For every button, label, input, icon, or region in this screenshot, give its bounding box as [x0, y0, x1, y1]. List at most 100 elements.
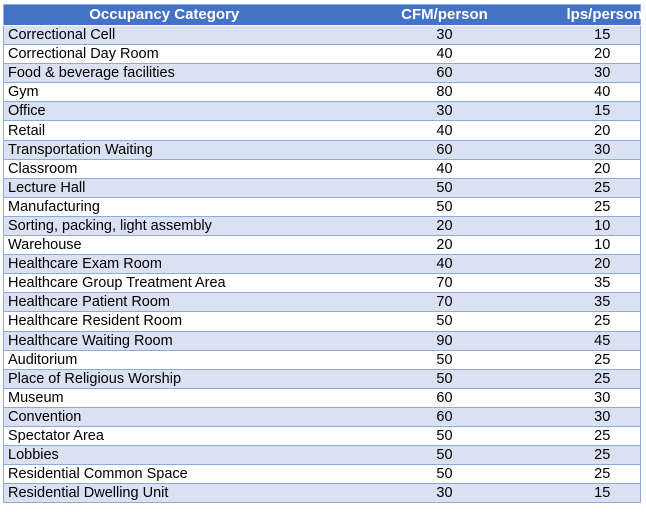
cell-cfm-per-person: 50 [324, 425, 565, 447]
cell-cfm-per-person: 90 [324, 330, 565, 351]
cell-cfm-per-person: 70 [324, 273, 565, 294]
cell-occupancy-category: Transportation Waiting [3, 139, 325, 160]
cell-occupancy-category: Residential Common Space [3, 464, 325, 485]
occupancy-ventilation-table: Occupancy Category CFM/person lps/person… [3, 4, 642, 504]
table-row: Residential Common Space 50 25 [3, 464, 641, 485]
cell-lps-per-person: 25 [564, 349, 641, 370]
table-row: Healthcare Waiting Room 90 45 [3, 330, 641, 351]
cell-cfm-per-person: 30 [324, 483, 565, 504]
cell-occupancy-category: Correctional Day Room [3, 44, 325, 65]
cell-cfm-per-person: 60 [324, 63, 565, 84]
table-row: Office 30 15 [3, 101, 641, 122]
cell-occupancy-category: Warehouse [3, 235, 325, 256]
cell-lps-per-person: 25 [564, 177, 641, 198]
table-row: Lobbies 50 25 [3, 445, 641, 466]
cell-occupancy-category: Lecture Hall [3, 177, 325, 198]
cell-occupancy-category: Lobbies [3, 445, 325, 466]
cell-occupancy-category: Place of Religious Worship [3, 368, 325, 389]
table-row: Manufacturing 50 25 [3, 196, 641, 217]
cell-cfm-per-person: 60 [324, 139, 565, 160]
table-row: Convention 60 30 [3, 406, 641, 427]
cell-lps-per-person: 30 [564, 139, 641, 160]
table-row: Place of Religious Worship 50 25 [3, 368, 641, 389]
table-row: Transportation Waiting 60 30 [3, 139, 641, 160]
table-row: Sorting, packing, light assembly 20 10 [3, 215, 641, 237]
cell-lps-per-person: 20 [564, 120, 641, 141]
cell-occupancy-category: Healthcare Exam Room [3, 254, 325, 275]
table-row: Correctional Day Room 40 20 [3, 44, 641, 65]
cell-cfm-per-person: 40 [324, 120, 565, 141]
header-occupancy-category: Occupancy Category [3, 4, 325, 26]
cell-occupancy-category: Office [3, 101, 325, 122]
cell-cfm-per-person: 50 [324, 196, 565, 217]
cell-cfm-per-person: 80 [324, 82, 565, 103]
table-row: Auditorium 50 25 [3, 349, 641, 370]
cell-lps-per-person: 20 [564, 158, 641, 179]
cell-cfm-per-person: 50 [324, 445, 565, 466]
cell-occupancy-category: Healthcare Group Treatment Area [3, 273, 325, 294]
table-row: Correctional Cell 30 15 [3, 24, 641, 46]
cell-lps-per-person: 20 [564, 254, 641, 275]
cell-lps-per-person: 15 [564, 24, 641, 46]
cell-occupancy-category: Healthcare Resident Room [3, 311, 325, 332]
table-row: Food & beverage facilities 60 30 [3, 63, 641, 84]
cell-lps-per-person: 35 [564, 292, 641, 313]
occupancy-ventilation-table-region: Occupancy Category CFM/person lps/person… [3, 4, 642, 504]
cell-cfm-per-person: 50 [324, 368, 565, 389]
cell-cfm-per-person: 40 [324, 158, 565, 179]
table-row: Retail 40 20 [3, 120, 641, 141]
cell-lps-per-person: 10 [564, 215, 641, 237]
table-row: Classroom 40 20 [3, 158, 641, 179]
cell-lps-per-person: 30 [564, 63, 641, 84]
cell-lps-per-person: 25 [564, 368, 641, 389]
cell-lps-per-person: 25 [564, 464, 641, 485]
cell-cfm-per-person: 30 [324, 24, 565, 46]
cell-cfm-per-person: 60 [324, 387, 565, 408]
cell-occupancy-category: Classroom [3, 158, 325, 179]
cell-occupancy-category: Sorting, packing, light assembly [3, 215, 325, 237]
cell-occupancy-category: Spectator Area [3, 425, 325, 447]
header-cfm-per-person: CFM/person [324, 4, 565, 26]
header-lps-per-person: lps/person [564, 4, 642, 26]
table-row: Healthcare Resident Room 50 25 [3, 311, 641, 332]
cell-cfm-per-person: 40 [324, 44, 565, 65]
cell-occupancy-category: Gym [3, 82, 325, 103]
table-row: Museum 60 30 [3, 387, 641, 408]
cell-occupancy-category: Auditorium [3, 349, 325, 370]
header-row: Occupancy Category CFM/person lps/person [3, 4, 642, 26]
table-row: Warehouse 20 10 [3, 235, 641, 256]
cell-lps-per-person: 30 [564, 387, 641, 408]
cell-occupancy-category: Healthcare Patient Room [3, 292, 325, 313]
cell-lps-per-person: 35 [564, 273, 641, 294]
cell-cfm-per-person: 70 [324, 292, 565, 313]
cell-occupancy-category: Residential Dwelling Unit [3, 483, 325, 504]
cell-lps-per-person: 15 [564, 101, 641, 122]
cell-cfm-per-person: 30 [324, 101, 565, 122]
cell-lps-per-person: 25 [564, 445, 641, 466]
table-row: Residential Dwelling Unit 30 15 [3, 483, 641, 504]
cell-lps-per-person: 10 [564, 235, 641, 256]
cell-occupancy-category: Healthcare Waiting Room [3, 330, 325, 351]
table-row: Healthcare Group Treatment Area 70 35 [3, 273, 641, 294]
cell-lps-per-person: 15 [564, 483, 641, 504]
table-body: Correctional Cell 30 15 Correctional Day Ro… [3, 24, 641, 504]
table-row: Lecture Hall 50 25 [3, 177, 641, 198]
cell-occupancy-category: Manufacturing [3, 196, 325, 217]
cell-cfm-per-person: 60 [324, 406, 565, 427]
cell-cfm-per-person: 50 [324, 464, 565, 485]
cell-lps-per-person: 25 [564, 425, 641, 447]
cell-lps-per-person: 45 [564, 330, 641, 351]
cell-cfm-per-person: 50 [324, 349, 565, 370]
table-row: Healthcare Exam Room 40 20 [3, 254, 641, 275]
cell-lps-per-person: 25 [564, 196, 641, 217]
cell-cfm-per-person: 40 [324, 254, 565, 275]
cell-occupancy-category: Correctional Cell [3, 24, 325, 46]
cell-lps-per-person: 25 [564, 311, 641, 332]
table-row: Spectator Area 50 25 [3, 425, 641, 447]
cell-lps-per-person: 30 [564, 406, 641, 427]
cell-lps-per-person: 40 [564, 82, 641, 103]
cell-occupancy-category: Museum [3, 387, 325, 408]
cell-cfm-per-person: 50 [324, 311, 565, 332]
cell-occupancy-category: Food & beverage facilities [3, 63, 325, 84]
cell-cfm-per-person: 20 [324, 215, 565, 237]
